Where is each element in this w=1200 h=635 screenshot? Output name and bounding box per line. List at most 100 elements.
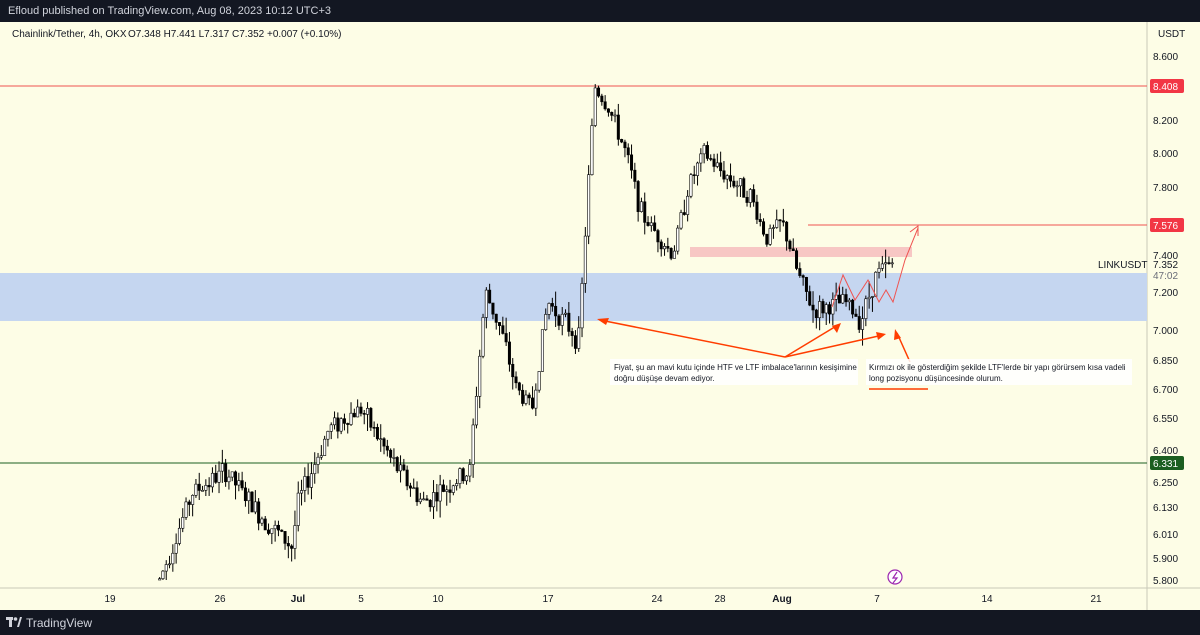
current-price-label: 7.352 bbox=[1153, 260, 1178, 271]
lightning-icon[interactable] bbox=[887, 569, 903, 585]
candlestick-chart[interactable]: Fiyat, şu an mavi kutu içinde HTF ve LTF… bbox=[0, 22, 1200, 610]
price-tick-label: 6.400 bbox=[1153, 446, 1178, 457]
red-imbalance-zone bbox=[690, 247, 912, 257]
target-badge[interactable] bbox=[1150, 218, 1184, 232]
candle-body bbox=[382, 438, 386, 447]
candle-body bbox=[626, 147, 630, 156]
candle-body bbox=[227, 476, 231, 483]
candle-body bbox=[550, 303, 554, 307]
chart-area[interactable]: Fiyat, şu an mavi kutu içinde HTF ve LTF… bbox=[0, 22, 1200, 610]
candle-body bbox=[303, 476, 307, 491]
symbol-legend[interactable]: Chainlink/Tether, 4h, OKX bbox=[12, 29, 127, 40]
candle-body bbox=[580, 283, 584, 329]
candle-body bbox=[494, 313, 498, 323]
arrow-to-current[interactable] bbox=[784, 334, 884, 358]
candle-body bbox=[214, 472, 218, 483]
candle-body bbox=[643, 201, 647, 223]
candle-body bbox=[286, 543, 290, 547]
candle-body bbox=[795, 250, 799, 269]
candle-body bbox=[316, 456, 320, 465]
publish-header: Efloud published on TradingView.com, Aug… bbox=[0, 0, 1200, 22]
candle-body bbox=[715, 162, 719, 167]
price-tick-label: 6.550 bbox=[1153, 414, 1178, 425]
candle-body bbox=[342, 418, 346, 424]
right-note-box[interactable] bbox=[866, 359, 1132, 385]
candle-body bbox=[870, 296, 874, 298]
candle-body bbox=[253, 501, 257, 513]
candle-body bbox=[339, 418, 343, 432]
arrowhead-structure bbox=[894, 329, 901, 340]
candle-body bbox=[884, 262, 888, 265]
candle-body bbox=[458, 468, 462, 484]
candle-body bbox=[798, 268, 802, 276]
candle-body bbox=[389, 449, 393, 458]
candle-body bbox=[498, 322, 502, 326]
tradingview-brand[interactable]: TradingView bbox=[26, 616, 93, 630]
candle-body bbox=[666, 246, 670, 249]
candle-body bbox=[758, 219, 762, 222]
candle-body bbox=[778, 219, 782, 222]
candle-body bbox=[280, 529, 284, 532]
arrow-to-blue-zone-left[interactable] bbox=[599, 319, 786, 358]
candle-body bbox=[712, 158, 716, 167]
tradingview-logo-icon[interactable] bbox=[6, 615, 22, 629]
candle-body bbox=[240, 480, 244, 489]
candle-body bbox=[824, 304, 828, 314]
candle-body bbox=[679, 212, 683, 229]
candle-body bbox=[379, 438, 383, 440]
candle-body bbox=[603, 101, 607, 110]
candle-body bbox=[478, 355, 482, 397]
arrow-to-blue-zone-mid[interactable] bbox=[784, 324, 839, 358]
candle-body bbox=[613, 114, 617, 117]
candle-body bbox=[748, 189, 752, 203]
candle-body bbox=[821, 301, 825, 314]
candle-body bbox=[745, 197, 749, 203]
candle-body bbox=[158, 578, 162, 581]
projection-path[interactable] bbox=[831, 227, 919, 308]
time-axis[interactable]: 19 26 Jul 5 10 17 24 28 Aug 7 14 21 bbox=[104, 594, 1102, 605]
candle-body bbox=[504, 333, 508, 343]
candle-body bbox=[514, 376, 518, 384]
support-badge[interactable] bbox=[1150, 456, 1184, 470]
currency-label[interactable]: USDT bbox=[1158, 29, 1185, 40]
candle-body bbox=[428, 500, 432, 508]
candle-body bbox=[597, 87, 601, 97]
candle-body bbox=[570, 331, 574, 336]
candle-body bbox=[171, 552, 175, 565]
arrowhead-current bbox=[876, 332, 886, 340]
candle-body bbox=[606, 108, 610, 113]
candle-body bbox=[247, 491, 251, 502]
candle-body bbox=[435, 492, 439, 502]
annotation-arrows[interactable] bbox=[597, 318, 911, 363]
candle-body bbox=[590, 125, 594, 176]
candle-body bbox=[735, 185, 739, 188]
candle-body bbox=[672, 250, 676, 259]
candles-group bbox=[158, 84, 894, 581]
ticker-label: LINKUSDT bbox=[1098, 260, 1147, 271]
candle-body bbox=[725, 175, 729, 180]
candle-body bbox=[785, 221, 789, 242]
candle-body bbox=[600, 95, 604, 103]
candle-body bbox=[329, 424, 333, 432]
candle-body bbox=[276, 524, 280, 531]
candle-body bbox=[418, 498, 422, 503]
candle-body bbox=[283, 531, 287, 544]
candle-body bbox=[501, 325, 505, 334]
candle-body bbox=[633, 169, 637, 182]
candle-body bbox=[537, 371, 541, 391]
candle-body bbox=[356, 406, 360, 418]
candle-body bbox=[263, 518, 267, 531]
candle-body bbox=[468, 464, 472, 477]
candle-body bbox=[422, 498, 426, 501]
candle-body bbox=[540, 329, 544, 372]
candle-body bbox=[818, 301, 822, 319]
candle-body bbox=[623, 141, 627, 149]
candle-body bbox=[804, 277, 808, 292]
price-tick-label: 6.250 bbox=[1153, 478, 1178, 489]
candle-body bbox=[402, 464, 406, 471]
candle-body bbox=[507, 341, 511, 365]
candle-body bbox=[412, 487, 416, 490]
resistance-badge[interactable] bbox=[1150, 79, 1184, 93]
price-tick-label: 7.400 bbox=[1153, 251, 1178, 262]
left-note-box[interactable] bbox=[610, 359, 858, 385]
